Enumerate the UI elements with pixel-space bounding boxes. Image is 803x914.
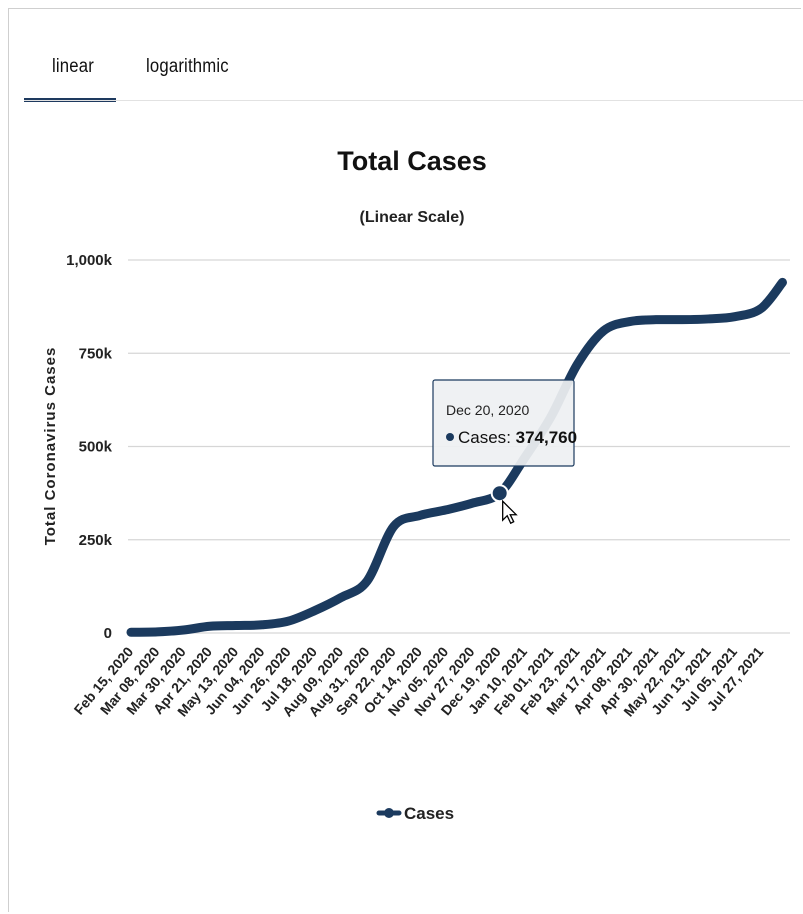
legend[interactable]: Cases [376,804,454,823]
tooltip-series-dot [446,433,454,441]
gridlines [128,259,790,634]
chart-title: Total Cases [337,146,487,176]
tabs-divider [24,100,803,101]
chart-subtitle: (Linear Scale) [360,209,465,226]
legend-label-cases: Cases [404,804,454,823]
y-axis-label: Total Coronavirus Cases [42,347,59,546]
tab-logarithmic[interactable]: logarithmic [146,56,229,77]
hover-point-marker[interactable] [490,484,509,503]
mouse-cursor-icon [502,499,518,525]
tooltip-value: Cases: 374,760 [458,428,577,447]
y-tick-label: 750k [79,345,113,362]
tooltip-date: Dec 20, 2020 [446,402,529,418]
y-tick-label: 1,000k [66,252,113,269]
chart-container [8,8,801,912]
tab-linear[interactable]: linear [52,56,94,77]
y-tick-labels: 0 250k 500k 750k 1,000k [66,252,113,642]
legend-swatch-dot [384,808,394,818]
y-tick-label: 0 [104,625,112,642]
y-tick-label: 250k [79,532,113,549]
tooltip-box [432,379,575,467]
tooltip: Dec 20, 2020 Cases: 374,760 [432,379,577,467]
y-tick-label: 500k [79,439,113,456]
tooltip-series-name: Cases [458,428,506,447]
series-line-cases[interactable] [126,277,787,637]
tooltip-series-value: 374,760 [516,428,577,447]
